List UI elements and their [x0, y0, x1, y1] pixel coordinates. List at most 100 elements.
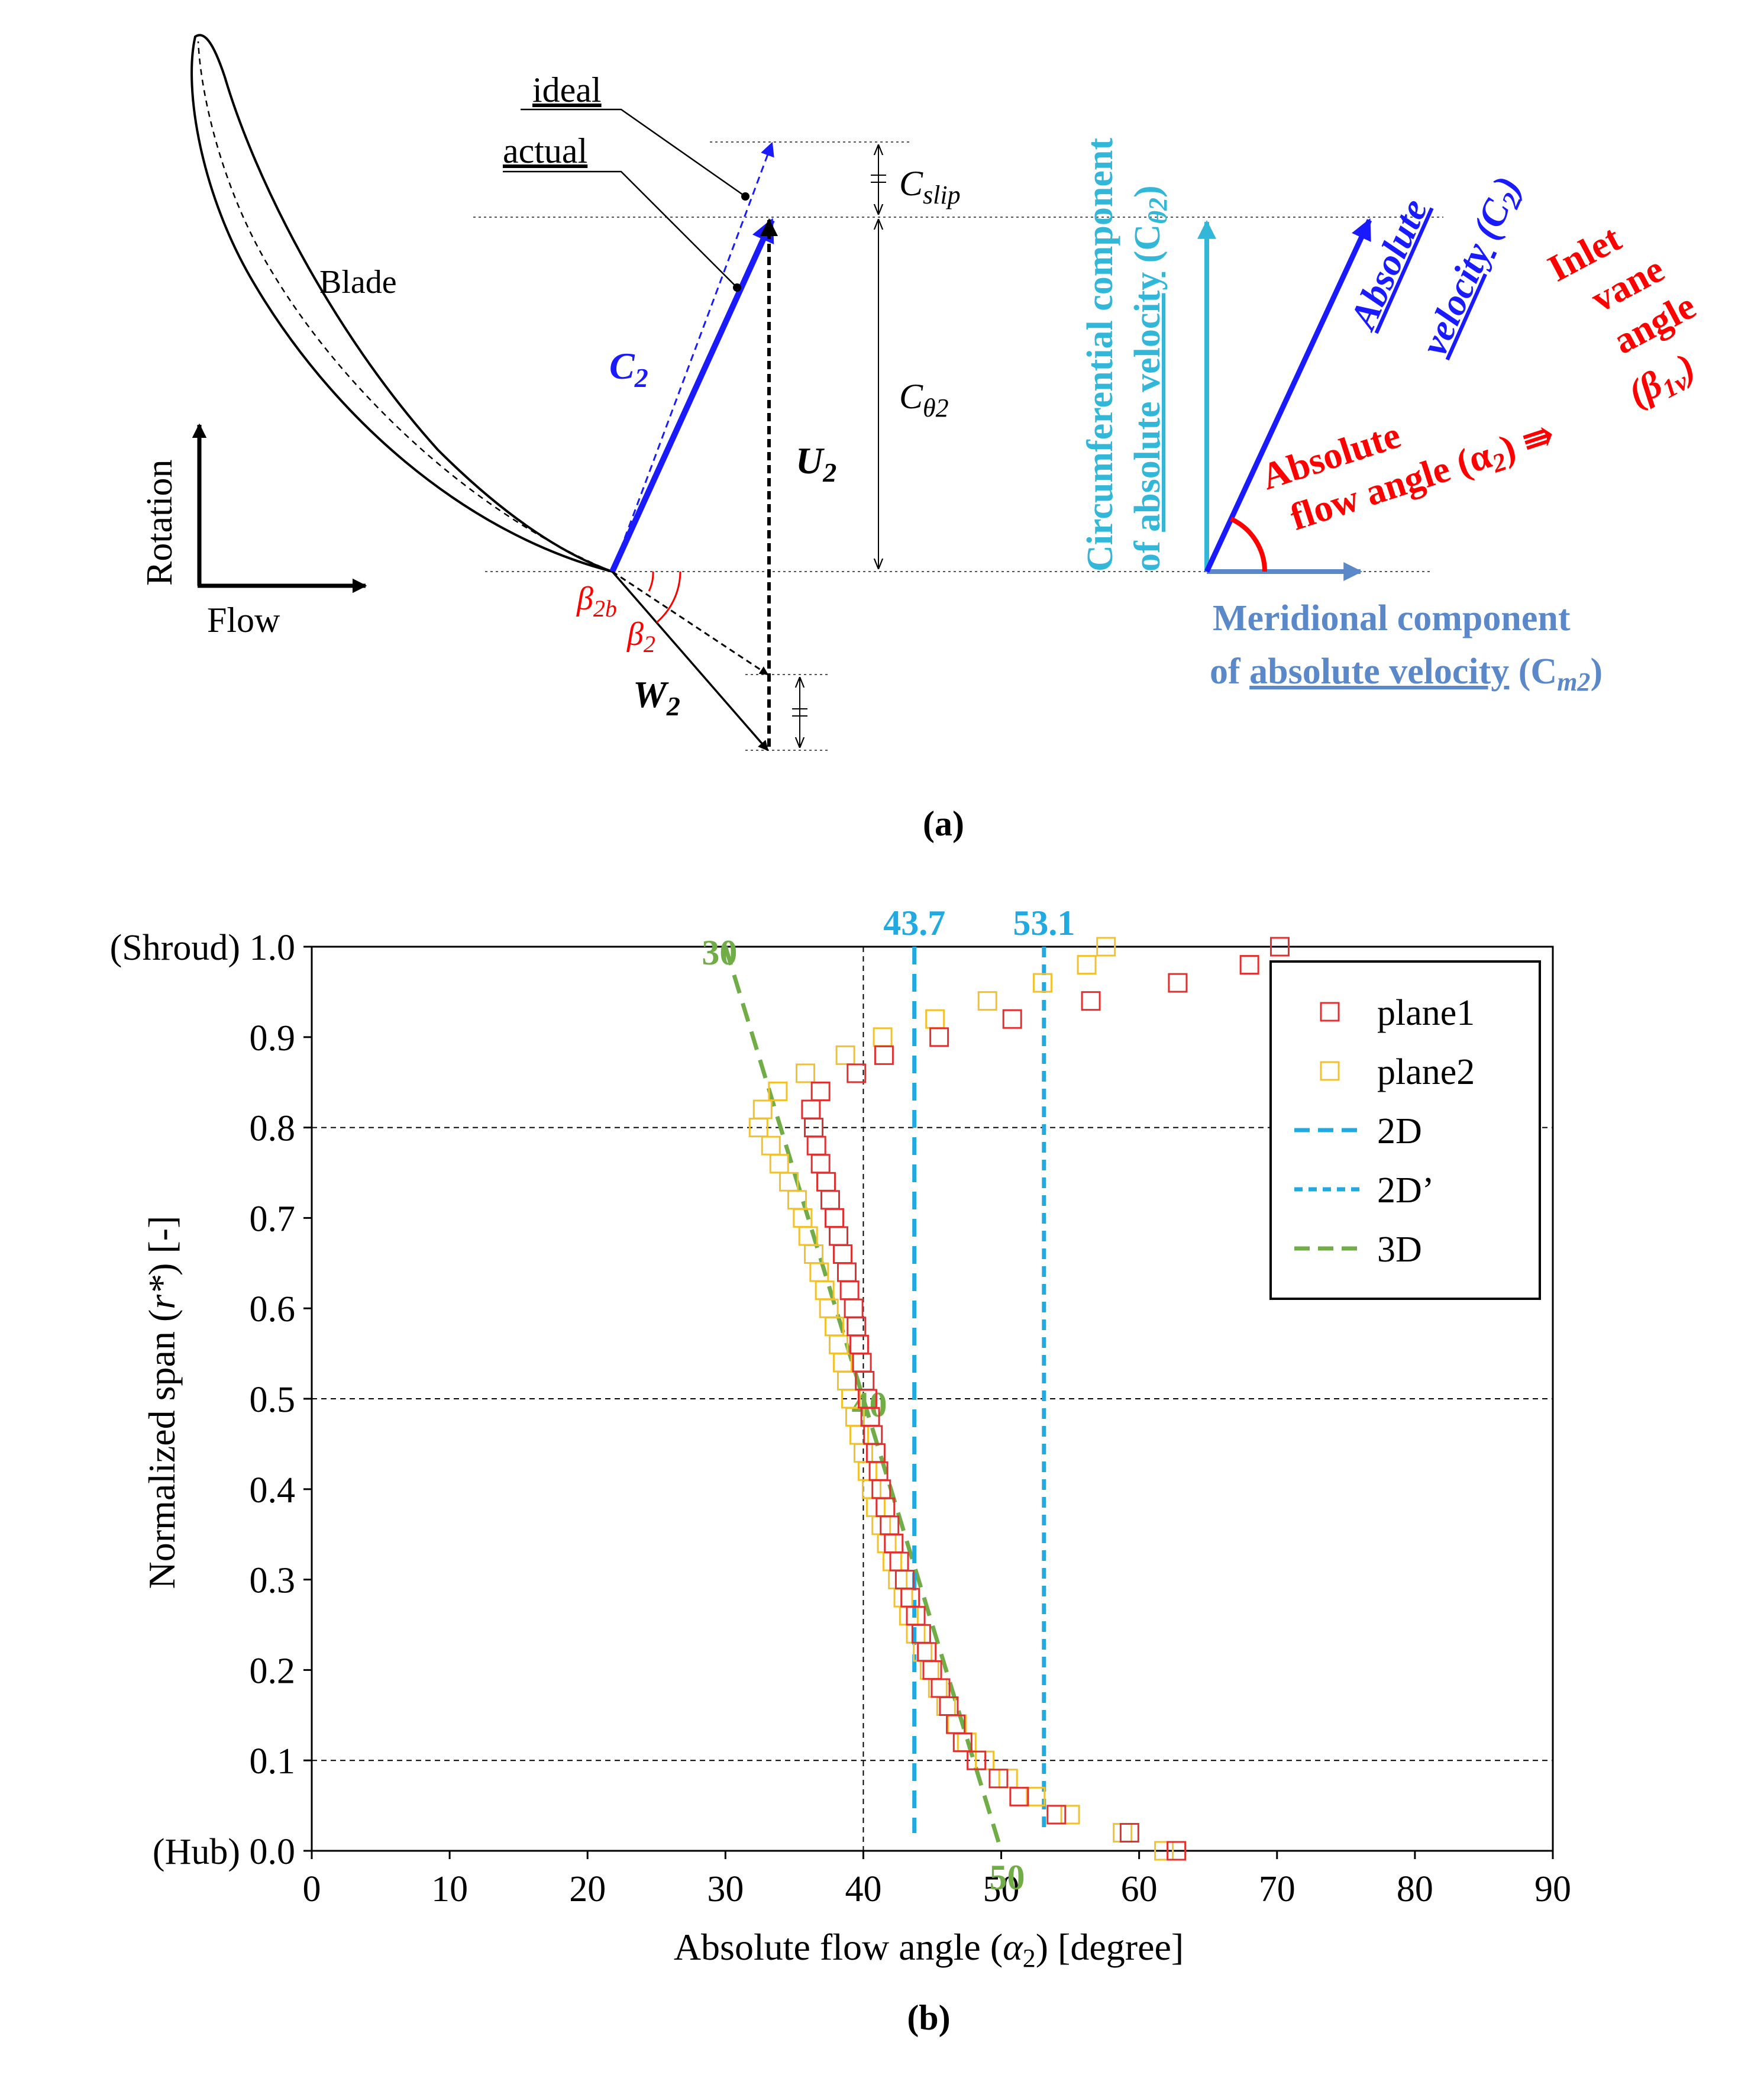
- alpha2-arc: [1230, 517, 1267, 572]
- plane2-point-41: [752, 1099, 773, 1119]
- plane1-point-2: [1046, 1805, 1067, 1825]
- plane1-point-44: [874, 1045, 894, 1065]
- flow-label: Flow: [207, 601, 280, 640]
- line-3d-label-40: 40: [851, 1385, 887, 1424]
- blade-camber-line: [197, 41, 613, 573]
- legend-swatch-plane1: [1320, 1002, 1340, 1022]
- y-tick-label-1.0: (Shroud) 1.0: [110, 928, 295, 968]
- x-tick-label-40: 40: [845, 1869, 881, 1909]
- plane2-point-39: [761, 1135, 781, 1156]
- plane1-point-49: [1239, 955, 1259, 975]
- actual-label: actual: [503, 131, 587, 170]
- u2-label: U2: [796, 440, 836, 488]
- legend-label-plane1: plane1: [1377, 993, 1475, 1033]
- absolute-velocity-label: Absolute: [1340, 193, 1436, 337]
- beta2b-label: β2b: [576, 580, 617, 622]
- line-label-53.1: 53.1: [1013, 904, 1075, 943]
- plane2-point-3: [1026, 1786, 1046, 1806]
- x-tick-label-50: 50: [983, 1869, 1020, 1909]
- c2-ideal-arrow: [611, 141, 774, 572]
- plane2-point-50: [1096, 937, 1116, 957]
- absolute-velocity-label-line2: velocity (C2): [1413, 170, 1533, 363]
- blade-outline: [190, 34, 613, 573]
- plane1-point-3: [1009, 1786, 1029, 1806]
- beta2b-arc: [648, 571, 654, 592]
- beta2-arc: [656, 571, 681, 624]
- plane2-point-44: [835, 1045, 855, 1065]
- cslip-label: Cslip: [899, 164, 961, 209]
- meridional-label-line2: of absolute velocity (Cm2): [1210, 651, 1603, 696]
- plane2-point-49: [1077, 955, 1097, 975]
- x-ticks: 0 10 20 30 40 50 60 70 80 90: [303, 1851, 1571, 1909]
- y-tick-label-0.4: 0.4: [250, 1470, 296, 1511]
- plane1-point-46: [1002, 1009, 1022, 1029]
- x-tick-label-90: 90: [1534, 1869, 1571, 1909]
- y-ticks: (Hub) 0.0 0.1 0.2 0.3 0.4 0.5 0.6 0.7 0.8 0.9 (Shr…: [110, 928, 312, 1872]
- y-tick-label-0.6: 0.6: [250, 1289, 296, 1330]
- panel-a: Blade Rotation Flow ideal actual C2 U2 W…: [140, 34, 1702, 843]
- y-axis-label: Normalized span (r*) [-]: [141, 1216, 183, 1589]
- x-tick-label-20: 20: [569, 1869, 606, 1909]
- line-label-43.7: 43.7: [883, 904, 945, 943]
- plane2-point-43: [796, 1063, 816, 1083]
- x-tick-label-60: 60: [1121, 1869, 1158, 1909]
- legend-box: [1269, 960, 1541, 1300]
- x-tick-label-80: 80: [1397, 1869, 1433, 1909]
- lines-2d: 43.7 53.1: [883, 904, 1075, 1833]
- y-tick-label-0.5: 0.5: [250, 1380, 296, 1420]
- w2-ideal-arrow: [611, 570, 769, 751]
- plane1-point-43: [847, 1063, 867, 1083]
- plane1-point-4: [988, 1769, 1009, 1789]
- legend: plane1 plane2 2D 2D’ 3D: [1269, 960, 1541, 1300]
- legend-label-2D: 2D: [1377, 1111, 1422, 1151]
- ideal-leader-line: [521, 108, 746, 198]
- plane1-point-47: [1081, 991, 1101, 1011]
- plane1-point-0: [1167, 1841, 1187, 1861]
- x-tick-label-70: 70: [1259, 1869, 1295, 1909]
- plane2-point-0: [1154, 1841, 1174, 1861]
- legend-swatch-plane2: [1320, 1061, 1340, 1081]
- c2-actual-arrow: [609, 218, 775, 573]
- plane2-point-48: [1032, 973, 1052, 993]
- rotation-label: Rotation: [140, 459, 180, 586]
- plane1-point-42: [810, 1081, 831, 1101]
- panel-a-label: (a): [923, 804, 964, 843]
- y-tick-label-0.3: 0.3: [250, 1561, 296, 1601]
- y-tick-label-0.9: 0.9: [250, 1018, 296, 1059]
- plane2-point-2: [1060, 1805, 1080, 1825]
- x-tick-label-30: 30: [707, 1869, 744, 1909]
- ideal-label: ideal: [532, 70, 602, 109]
- x-tick-label-0: 0: [303, 1869, 321, 1909]
- actual-leader-line: [503, 170, 738, 288]
- legend-label-3D: 3D: [1377, 1230, 1422, 1270]
- plane1-point-48: [1168, 973, 1188, 993]
- series-plane1: [801, 937, 1290, 1861]
- plane2-point-42: [768, 1081, 788, 1101]
- y-tick-label-0.7: 0.7: [250, 1199, 296, 1239]
- x-tick-label-10: 10: [431, 1869, 468, 1909]
- y-tick-label-0.2: 0.2: [250, 1651, 296, 1691]
- plane1-point-50: [1269, 937, 1290, 957]
- plane1-point-1: [1119, 1822, 1139, 1843]
- y-tick-label-0.1: 0.1: [250, 1741, 296, 1782]
- c2-label: C2: [609, 345, 648, 393]
- plane1-point-5: [967, 1750, 987, 1770]
- ctheta2-label: Cθ2: [899, 377, 949, 422]
- panel-b-label: (b): [907, 1998, 950, 2037]
- plane1-point-45: [929, 1027, 949, 1047]
- beta2-label: β2: [626, 616, 655, 657]
- legend-label-plane2: plane2: [1377, 1052, 1475, 1092]
- series-plane2: [748, 937, 1174, 1861]
- line-3d-label-50: 50: [990, 1858, 1025, 1897]
- plane2-point-47: [977, 991, 997, 1011]
- inlet-vane-angle-label: Inlet vane angle (β1v): [1541, 217, 1702, 414]
- y-tick-label-0.0: (Hub) 0.0: [153, 1832, 295, 1872]
- y-tick-label-0.8: 0.8: [250, 1109, 296, 1149]
- x-axis-label: Absolute flow angle (α2) [degree]: [674, 1926, 1184, 1973]
- blade-label: Blade: [319, 264, 397, 301]
- panel-b-chart: (Hub) 0.0 0.1 0.2 0.3 0.4 0.5 0.6 0.7 0.8 0.9 (Shr…: [110, 904, 1571, 2037]
- meridional-label: Meridional component: [1213, 598, 1571, 638]
- circumferential-label: Circumferential component: [1080, 138, 1120, 572]
- w2-actual-arrow: [612, 570, 769, 676]
